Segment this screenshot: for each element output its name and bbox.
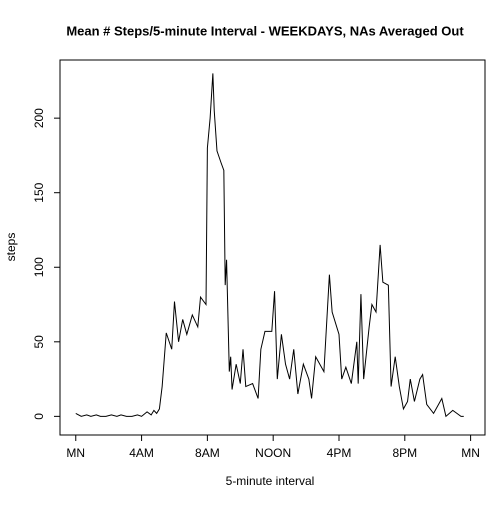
x-tick-label: 4AM xyxy=(129,446,154,460)
y-tick-label: 200 xyxy=(32,108,46,128)
chart-title: Mean # Steps/5-minute Interval - WEEKDAY… xyxy=(66,23,464,38)
x-tick-label: 8AM xyxy=(195,446,220,460)
x-tick-label: 8PM xyxy=(392,446,417,460)
y-tick-label: 150 xyxy=(32,182,46,202)
y-tick-label: 50 xyxy=(32,335,46,349)
plot-box xyxy=(59,59,486,436)
y-axis-label: steps xyxy=(4,233,18,262)
y-tick-label: 100 xyxy=(32,257,46,277)
x-tick-label: 4PM xyxy=(327,446,352,460)
x-tick-label: NOON xyxy=(255,446,291,460)
x-axis-label: 5-minute interval xyxy=(226,474,315,488)
x-tick-label: MN xyxy=(66,446,85,460)
data-line xyxy=(75,73,464,418)
y-tick-label: 0 xyxy=(32,413,46,420)
x-tick-label: MN xyxy=(461,446,480,460)
